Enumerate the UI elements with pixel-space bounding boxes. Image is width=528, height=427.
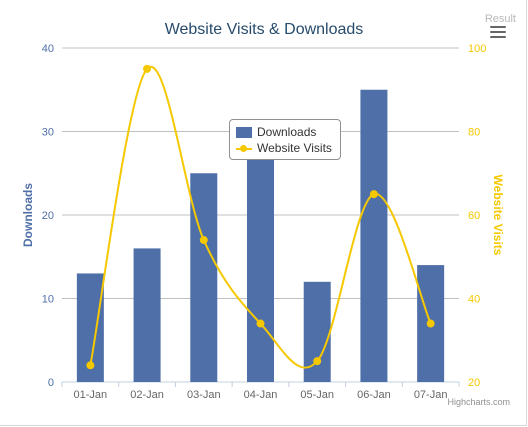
legend-swatch-downloads bbox=[236, 126, 252, 138]
right-axis-tick-label: 80 bbox=[468, 127, 480, 139]
point-website-visits bbox=[369, 190, 378, 199]
right-axis-tick-label: 60 bbox=[468, 210, 480, 222]
left-axis-title: Downloads bbox=[21, 183, 35, 247]
legend-label-downloads: Downloads bbox=[257, 125, 317, 139]
result-label: Result bbox=[484, 13, 516, 25]
left-axis-tick-label: 30 bbox=[42, 127, 54, 139]
right-axis-tick-label: 100 bbox=[468, 43, 486, 55]
right-axis-tick-label: 20 bbox=[468, 377, 480, 389]
menu-icon[interactable] bbox=[490, 26, 506, 38]
legend-label-website-visits: Website Visits bbox=[257, 141, 332, 155]
left-axis-tick-label: 40 bbox=[42, 43, 54, 55]
chart-legend: Downloads Website Visits bbox=[229, 119, 341, 160]
point-website-visits bbox=[313, 357, 322, 366]
legend-item-downloads[interactable]: Downloads bbox=[236, 124, 332, 140]
point-website-visits bbox=[426, 319, 435, 328]
left-axis-tick-label: 10 bbox=[42, 294, 54, 306]
bar-downloads bbox=[247, 148, 274, 382]
x-axis-tick-label: 01-Jan bbox=[74, 389, 108, 401]
legend-swatch-website-visits bbox=[236, 143, 252, 154]
chart-title: Website Visits & Downloads bbox=[165, 21, 364, 38]
credits-link[interactable]: Highcharts.com bbox=[447, 397, 510, 407]
point-website-visits bbox=[256, 319, 265, 328]
x-axis-tick-label: 07-Jan bbox=[414, 389, 448, 401]
right-axis-title: Website Visits bbox=[491, 175, 505, 256]
x-axis-tick-label: 06-Jan bbox=[357, 389, 391, 401]
x-axis-tick-label: 04-Jan bbox=[244, 389, 278, 401]
bar-downloads bbox=[303, 281, 331, 382]
point-website-visits bbox=[143, 64, 152, 73]
left-axis-tick-label: 20 bbox=[42, 210, 54, 222]
bar-downloads bbox=[190, 173, 218, 382]
point-website-visits bbox=[86, 361, 95, 370]
legend-item-website-visits[interactable]: Website Visits bbox=[236, 140, 332, 156]
right-axis-tick-label: 40 bbox=[468, 294, 480, 306]
x-axis-tick-label: 03-Jan bbox=[187, 389, 221, 401]
x-axis-tick-label: 02-Jan bbox=[130, 389, 164, 401]
bar-downloads bbox=[360, 89, 388, 382]
x-axis-tick-label: 05-Jan bbox=[300, 389, 334, 401]
point-website-visits bbox=[199, 236, 208, 245]
bar-downloads bbox=[133, 248, 161, 382]
left-axis-tick-label: 0 bbox=[48, 377, 54, 389]
